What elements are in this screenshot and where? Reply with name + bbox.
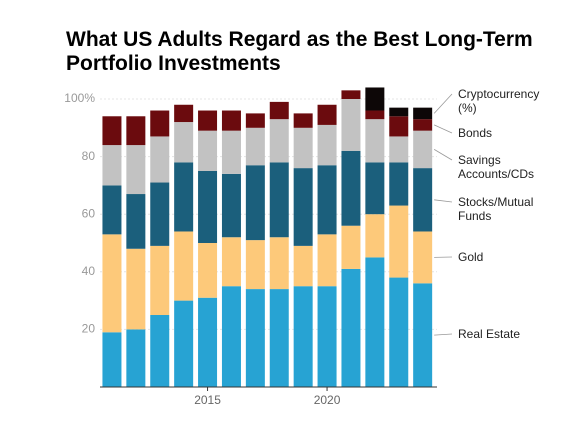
leader-line bbox=[433, 149, 453, 161]
bar-segment bbox=[150, 245, 170, 315]
bar-segment bbox=[269, 237, 289, 290]
bar-segment bbox=[198, 171, 218, 243]
bar-segment bbox=[341, 225, 361, 269]
x-tick-label: 2015 bbox=[194, 393, 221, 407]
y-tick-label: 60 bbox=[82, 206, 96, 220]
bar-segment bbox=[317, 286, 337, 387]
bar-segment bbox=[341, 268, 361, 387]
bar-segment bbox=[389, 116, 409, 137]
bar-segment bbox=[365, 87, 385, 111]
bar-segment bbox=[365, 214, 385, 258]
bar-segment bbox=[126, 145, 146, 195]
y-tick-label: 20 bbox=[82, 322, 96, 336]
bar-segment bbox=[317, 234, 337, 287]
bar-segment bbox=[126, 248, 146, 330]
leader-line bbox=[433, 124, 453, 134]
bar-segment bbox=[221, 110, 241, 131]
y-tick-label: 80 bbox=[82, 149, 96, 163]
bar-segment bbox=[198, 297, 218, 387]
bar-segment bbox=[413, 107, 433, 120]
bar-segment bbox=[293, 286, 313, 387]
bar-segment bbox=[317, 165, 337, 235]
bar-segment bbox=[293, 245, 313, 287]
bar-segment bbox=[269, 101, 289, 120]
bar-segment bbox=[413, 168, 433, 232]
bar-segment bbox=[245, 127, 265, 166]
bar-segment bbox=[150, 136, 170, 183]
bar-segment bbox=[150, 110, 170, 137]
bar-segment bbox=[293, 113, 313, 128]
bar-segment bbox=[341, 150, 361, 226]
bar-segment bbox=[413, 130, 433, 169]
bar-segment bbox=[413, 231, 433, 284]
bar-segment bbox=[221, 130, 241, 174]
bar-segment bbox=[174, 300, 194, 387]
series-label: Gold bbox=[458, 250, 484, 264]
bar-segment bbox=[126, 329, 146, 387]
bar-segment bbox=[221, 237, 241, 287]
leader-line bbox=[434, 199, 453, 203]
series-label: Savings Accounts/CDs bbox=[458, 153, 535, 181]
bar-segment bbox=[102, 116, 122, 146]
bar-segment bbox=[198, 243, 218, 298]
bar-segment bbox=[389, 107, 409, 117]
bar-segment bbox=[245, 289, 265, 387]
bar-segment bbox=[293, 127, 313, 169]
y-tick-label: 40 bbox=[82, 264, 96, 278]
bar-segment bbox=[341, 90, 361, 99]
bar-segment bbox=[245, 165, 265, 241]
bar-segment bbox=[293, 168, 313, 246]
bar-segment bbox=[317, 104, 337, 125]
bar-segment bbox=[341, 99, 361, 151]
bar-segment bbox=[174, 162, 194, 232]
bar-segment bbox=[221, 173, 241, 238]
bar-segment bbox=[102, 145, 122, 186]
bar-segment bbox=[102, 234, 122, 333]
bar-segment bbox=[102, 185, 122, 235]
bar-segment bbox=[317, 124, 337, 166]
x-tick-label: 2020 bbox=[314, 393, 341, 407]
bar-segment bbox=[365, 119, 385, 163]
bar-segment bbox=[413, 119, 433, 131]
bar-segment bbox=[389, 205, 409, 278]
series-label: Stocks/Mutual Funds bbox=[458, 195, 534, 223]
bar-segment bbox=[389, 136, 409, 163]
bar-segment bbox=[126, 116, 146, 146]
bar-segment bbox=[269, 289, 289, 387]
bar-segment bbox=[174, 231, 194, 301]
bar-segment bbox=[174, 122, 194, 163]
bar-segment bbox=[150, 315, 170, 387]
bar-segment bbox=[389, 277, 409, 387]
bar-segment bbox=[269, 162, 289, 238]
series-label: Cryptocurrency (%) bbox=[458, 87, 540, 115]
bar-segment bbox=[389, 162, 409, 206]
bar-segment bbox=[269, 119, 289, 163]
y-tick-label: 100% bbox=[64, 91, 95, 105]
bar-segment bbox=[365, 110, 385, 120]
chart-title: What US Adults Regard as the Best Long-T… bbox=[66, 28, 533, 75]
bar-segment bbox=[126, 194, 146, 249]
bar-segment bbox=[102, 332, 122, 387]
bar-segment bbox=[245, 113, 265, 128]
bar-segment bbox=[198, 110, 218, 131]
bar-segment bbox=[221, 286, 241, 387]
bar-segment bbox=[174, 104, 194, 123]
bar-segment bbox=[150, 182, 170, 246]
series-label: Bonds bbox=[458, 126, 493, 140]
bar-segment bbox=[365, 257, 385, 387]
bar-segment bbox=[365, 162, 385, 215]
bar-segment bbox=[245, 240, 265, 290]
bar-segment bbox=[413, 283, 433, 387]
bar-segment bbox=[198, 130, 218, 171]
leader-line bbox=[433, 93, 453, 114]
leader-line bbox=[434, 333, 453, 336]
series-label: Real Estate bbox=[458, 327, 521, 341]
